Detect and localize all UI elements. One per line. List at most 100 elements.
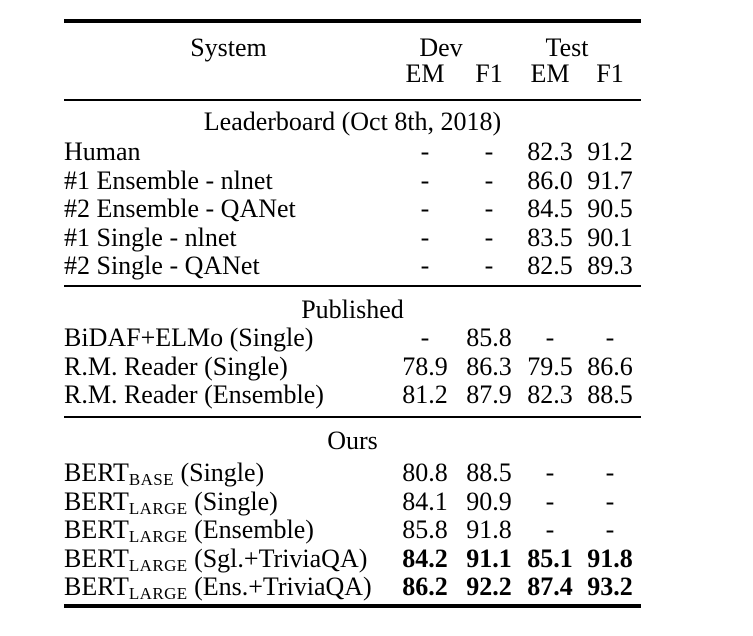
dev-f1-cell: 92.2 <box>466 572 512 601</box>
system-name-subscript: LARGE <box>128 527 188 546</box>
column-group-test: Test <box>545 33 589 62</box>
table-row: #1 Single - nlnet - - 83.5 90.1 <box>64 223 641 252</box>
dev-f1-cell: 86.3 <box>466 352 512 381</box>
table-row: BERTLARGE (Sgl.+TriviaQA) 84.2 91.1 85.1… <box>64 544 641 575</box>
dev-f1-cell: 91.8 <box>466 515 512 544</box>
test-f1-cell: - <box>605 458 615 487</box>
dev-f1-cell: - <box>484 194 494 223</box>
dev-f1-cell: 87.9 <box>466 380 512 409</box>
system-name-suffix: (Sgl.+TriviaQA) <box>187 544 368 573</box>
section-rule-2 <box>64 416 641 419</box>
test-f1-cell: 88.5 <box>587 380 633 409</box>
dev-f1-cell: 91.1 <box>466 544 512 573</box>
dev-em-cell: - <box>420 251 430 280</box>
column-header-test-f1: F1 <box>596 59 624 88</box>
section-title: Ours <box>327 426 378 455</box>
table-row: R.M. Reader (Ensemble) 81.2 87.9 82.3 88… <box>64 380 641 409</box>
system-name-cell: #2 Single - QANet <box>64 251 393 287</box>
section-title: Leaderboard (Oct 8th, 2018) <box>203 107 502 136</box>
test-em-cell: 82.3 <box>527 380 573 409</box>
test-f1-cell: 91.8 <box>587 544 633 573</box>
system-name-cell: R.M. Reader (Single) <box>64 352 393 388</box>
test-f1-cell: 89.3 <box>587 251 633 280</box>
table-bottom-rule <box>64 604 641 608</box>
system-name-cell: #2 Ensemble - QANet <box>64 194 393 230</box>
test-em-cell: 87.4 <box>527 572 573 601</box>
system-name-cell: R.M. Reader (Ensemble) <box>64 380 393 416</box>
system-name: BERT <box>64 544 129 573</box>
dev-em-cell: 84.1 <box>402 487 448 516</box>
system-name: R.M. Reader (Single) <box>64 352 288 381</box>
system-name-suffix: (Ensemble) <box>187 515 314 544</box>
system-name-subscript: LARGE <box>128 499 188 518</box>
section-title: Published <box>301 295 404 324</box>
table-row: BERTLARGE (Single) 84.1 90.9 - - <box>64 487 641 518</box>
system-name: #1 Ensemble - nlnet <box>64 166 273 195</box>
table-top-rule <box>64 19 641 23</box>
system-name-cell: BERTLARGE (Ens.+TriviaQA) <box>64 572 393 608</box>
dev-em-cell: 78.9 <box>402 352 448 381</box>
system-name: BERT <box>64 515 129 544</box>
test-em-cell: - <box>545 323 555 352</box>
system-name-cell: BERTLARGE (Ensemble) <box>64 515 393 551</box>
test-em-cell: - <box>545 458 555 487</box>
table-row: BERTLARGE (Ensemble) 85.8 91.8 - - <box>64 515 641 546</box>
table-row: BiDAF+ELMo (Single) - 85.8 - - <box>64 323 641 352</box>
test-f1-cell: 90.1 <box>587 223 633 252</box>
system-name: Human <box>64 137 141 166</box>
test-em-cell: 85.1 <box>527 544 573 573</box>
header-rule <box>64 99 641 102</box>
dev-f1-cell: 85.8 <box>466 323 512 352</box>
table-row: Human - - 82.3 91.2 <box>64 137 641 166</box>
dev-em-cell: - <box>420 137 430 166</box>
system-name-subscript: LARGE <box>128 556 188 575</box>
test-em-cell: 79.5 <box>527 352 573 381</box>
column-header-test-em: EM <box>530 59 570 88</box>
system-name-cell: BERTLARGE (Single) <box>64 487 393 523</box>
table-row: #2 Ensemble - QANet - - 84.5 90.5 <box>64 194 641 223</box>
test-f1-cell: 90.5 <box>587 194 633 223</box>
system-name: #2 Single - QANet <box>64 251 260 280</box>
dev-f1-cell: - <box>484 137 494 166</box>
dev-em-cell: 84.2 <box>402 544 448 573</box>
test-f1-cell: - <box>605 515 615 544</box>
system-name-cell: Human <box>64 137 393 173</box>
dev-em-cell: - <box>420 323 430 352</box>
system-name-cell: BiDAF+ELMo (Single) <box>64 323 393 359</box>
test-f1-cell: - <box>605 323 615 352</box>
test-f1-cell: 91.2 <box>587 137 633 166</box>
system-name: BiDAF+ELMo (Single) <box>64 323 314 352</box>
test-f1-cell: - <box>605 487 615 516</box>
dev-em-cell: - <box>420 166 430 195</box>
system-name: BERT <box>64 458 129 487</box>
dev-em-cell: 81.2 <box>402 380 448 409</box>
column-header-dev-f1: F1 <box>475 59 503 88</box>
system-name-suffix: (Single) <box>173 458 265 487</box>
dev-em-cell: - <box>420 223 430 252</box>
dev-f1-cell: - <box>484 223 494 252</box>
system-name-suffix: (Single) <box>187 487 278 516</box>
dev-f1-cell: 88.5 <box>466 458 512 487</box>
test-f1-cell: 91.7 <box>587 166 633 195</box>
table-row: BERTLARGE (Ens.+TriviaQA) 86.2 92.2 87.4… <box>64 572 641 603</box>
dev-f1-cell: - <box>484 166 494 195</box>
test-em-cell: 82.3 <box>527 137 573 166</box>
dev-em-cell: - <box>420 194 430 223</box>
section-rule-1 <box>64 285 641 288</box>
system-name: R.M. Reader (Ensemble) <box>64 380 324 409</box>
header-spacer <box>64 59 393 88</box>
test-em-cell: 84.5 <box>527 194 573 223</box>
test-em-cell: - <box>545 487 555 516</box>
test-em-cell: 86.0 <box>527 166 573 195</box>
system-name-cell: #1 Ensemble - nlnet <box>64 166 393 202</box>
system-name-subscript: BASE <box>128 470 174 489</box>
header-row-groups: System Dev Test <box>64 33 641 62</box>
system-name-cell: BERTBASE (Single) <box>64 458 393 494</box>
dev-em-cell: 80.8 <box>402 458 448 487</box>
test-em-cell: 83.5 <box>527 223 573 252</box>
dev-f1-cell: - <box>484 251 494 280</box>
system-name: #2 Ensemble - QANet <box>64 194 296 223</box>
dev-em-cell: 86.2 <box>402 572 448 601</box>
dev-f1-cell: 90.9 <box>466 487 512 516</box>
column-header-system: System <box>190 33 267 62</box>
